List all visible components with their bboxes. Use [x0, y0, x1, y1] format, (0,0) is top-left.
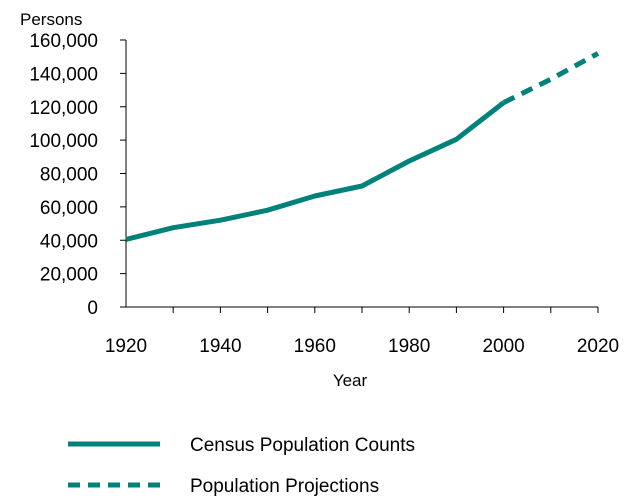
y-axis-title: Persons [20, 10, 82, 29]
x-axis-ticks: 1920 1940 1960 1980 2000 2020 [105, 307, 619, 357]
y-tick-label: 100,000 [29, 131, 98, 152]
y-tick-label: 80,000 [40, 165, 98, 186]
series-line-0 [125, 100, 506, 242]
y-tick-label: 40,000 [40, 231, 98, 252]
legend: Census Population Counts Population Proj… [68, 435, 415, 497]
x-tick-label: 2020 [577, 336, 619, 357]
legend-label-census: Census Population Counts [190, 435, 415, 456]
x-tick-label: 1940 [199, 336, 241, 357]
y-tick-label: 120,000 [29, 98, 98, 119]
y-tick-label: 20,000 [40, 265, 98, 286]
x-tick-label: 1980 [388, 336, 430, 357]
y-tick-label: 160,000 [29, 31, 98, 52]
legend-label-projections: Population Projections [190, 476, 379, 497]
series-group [125, 51, 600, 242]
x-tick-label: 1920 [105, 336, 147, 357]
series-line-1 [502, 51, 600, 105]
x-axis-title: Year [333, 371, 368, 390]
y-tick-label: 140,000 [29, 64, 98, 85]
y-axis-ticks: 0 20,000 40,000 60,000 80,000 100,000 120,000 1… [29, 31, 126, 319]
y-tick-label: 0 [87, 298, 98, 319]
x-tick-label: 1960 [294, 336, 336, 357]
y-tick-label: 60,000 [40, 198, 98, 219]
x-tick-label: 2000 [482, 336, 524, 357]
